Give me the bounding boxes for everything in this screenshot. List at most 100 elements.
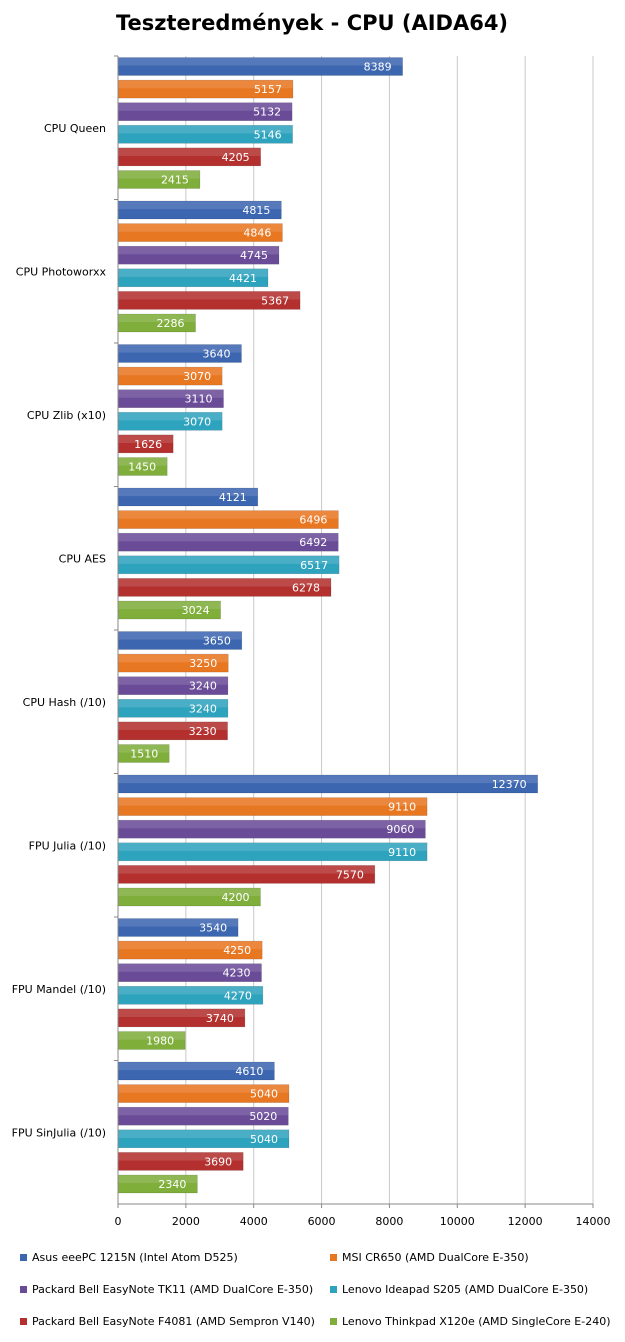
data-label: 4250	[223, 944, 251, 957]
bar-highlight	[118, 344, 242, 353]
data-label: 4815	[242, 204, 270, 217]
chart-title: Teszteredmények - CPU (AIDA64)	[116, 11, 508, 35]
bar-highlight	[118, 246, 279, 255]
data-label: 4610	[235, 1065, 263, 1078]
data-label: 5020	[249, 1110, 277, 1123]
data-label: 9060	[386, 823, 414, 836]
data-label: 6492	[299, 536, 327, 549]
legend-swatch	[330, 1254, 337, 1261]
category-label: CPU Queen	[44, 122, 106, 135]
bar-highlight	[118, 412, 223, 421]
bar-highlight	[118, 601, 221, 610]
data-label: 1450	[128, 461, 156, 474]
bar-highlight	[118, 510, 339, 519]
x-tick-label: 6000	[308, 1215, 336, 1228]
data-label: 3070	[183, 370, 211, 383]
data-label: 4121	[219, 491, 247, 504]
bar-highlight	[118, 888, 261, 897]
bar-highlight	[118, 986, 263, 995]
data-label: 4745	[240, 249, 268, 262]
bar-highlight	[118, 654, 229, 663]
data-label: 5146	[254, 128, 282, 141]
data-label: 3640	[203, 348, 231, 361]
bar-highlight	[118, 434, 174, 443]
bar-highlight	[118, 533, 339, 542]
data-label: 6278	[292, 581, 320, 594]
bar-highlight	[118, 1062, 275, 1071]
category-label: CPU Hash (/10)	[23, 696, 106, 709]
bar-highlight	[118, 80, 293, 89]
legend-label: Lenovo Thinkpad X120e (AMD SingleCore E-…	[342, 1315, 610, 1328]
bar-highlight	[118, 1175, 198, 1184]
category-label: CPU Zlib (x10)	[27, 409, 106, 422]
legend-swatch	[20, 1286, 27, 1293]
category-label: FPU Julia (/10)	[29, 839, 106, 852]
data-label: 6496	[299, 514, 327, 527]
bar-highlight	[118, 865, 375, 874]
data-label: 3110	[185, 393, 213, 406]
bar-highlight	[118, 721, 228, 730]
bar-highlight	[118, 102, 293, 111]
category-label: FPU Mandel (/10)	[12, 983, 106, 996]
legend-swatch	[20, 1254, 27, 1261]
data-label: 5132	[253, 106, 281, 119]
bar-highlight	[118, 57, 403, 66]
bar-highlight	[118, 963, 262, 972]
x-tick-label: 12000	[508, 1215, 543, 1228]
data-label: 4200	[222, 891, 250, 904]
data-label: 12370	[492, 778, 527, 791]
data-label: 8389	[364, 61, 392, 74]
data-label: 5157	[254, 83, 282, 96]
data-label: 9110	[388, 846, 416, 859]
x-tick-label: 0	[115, 1215, 122, 1228]
chart-legend: Asus eeePC 1215N (Intel Atom D525) MSI CR…	[20, 1251, 610, 1328]
bar-highlight	[118, 820, 426, 829]
data-label: 3650	[203, 635, 231, 648]
data-label: 3540	[199, 922, 227, 935]
bar-highlight	[118, 125, 293, 134]
legend-label: Asus eeePC 1215N (Intel Atom D525)	[32, 1251, 238, 1264]
x-tick-label: 8000	[375, 1215, 403, 1228]
category-label: CPU Photoworxx	[16, 265, 107, 278]
data-label: 3024	[182, 604, 210, 617]
bar-highlight	[118, 1152, 244, 1161]
bar-highlight	[118, 941, 263, 950]
bar-highlight	[118, 631, 242, 640]
data-label: 5367	[261, 294, 289, 307]
data-label: 1510	[130, 748, 158, 761]
bar-highlight	[118, 578, 332, 587]
bar-highlight	[118, 488, 258, 497]
bar-highlight	[118, 291, 301, 300]
data-label: 3240	[189, 702, 217, 715]
data-label: 4205	[222, 151, 250, 164]
bar-highlight	[118, 1107, 289, 1116]
bar-highlight	[118, 201, 282, 210]
data-label: 5040	[250, 1133, 278, 1146]
bar-highlight	[118, 1129, 289, 1138]
data-label: 3240	[189, 680, 217, 693]
bar-highlight	[118, 223, 283, 232]
data-label: 3690	[204, 1155, 232, 1168]
data-label: 4270	[224, 989, 252, 1002]
bar-highlight	[118, 314, 196, 323]
data-label: 4846	[243, 227, 271, 240]
x-tick-label: 2000	[172, 1215, 200, 1228]
bar-highlight	[118, 457, 168, 466]
legend-swatch	[330, 1286, 337, 1293]
data-label: 2286	[157, 317, 185, 330]
axis-layer: 0 2000 4000 6000 8000 10000 12000 14000 CPU Quee…	[12, 55, 611, 1228]
bar-highlight	[118, 918, 239, 927]
bar-highlight	[118, 1031, 186, 1040]
bar-highlight	[118, 147, 261, 156]
x-tick-label: 10000	[440, 1215, 475, 1228]
x-tick-label: 4000	[240, 1215, 268, 1228]
bar-highlight	[118, 389, 224, 398]
legend-label: Lenovo Ideapad S205 (AMD DualCore E-350)	[342, 1283, 588, 1296]
bar-highlight	[118, 170, 200, 179]
bar-highlight	[118, 555, 340, 564]
category-label: FPU SinJulia (/10)	[12, 1126, 106, 1139]
bar-highlight	[118, 775, 538, 784]
bar-highlight	[118, 699, 228, 708]
bar-highlight	[118, 744, 170, 753]
